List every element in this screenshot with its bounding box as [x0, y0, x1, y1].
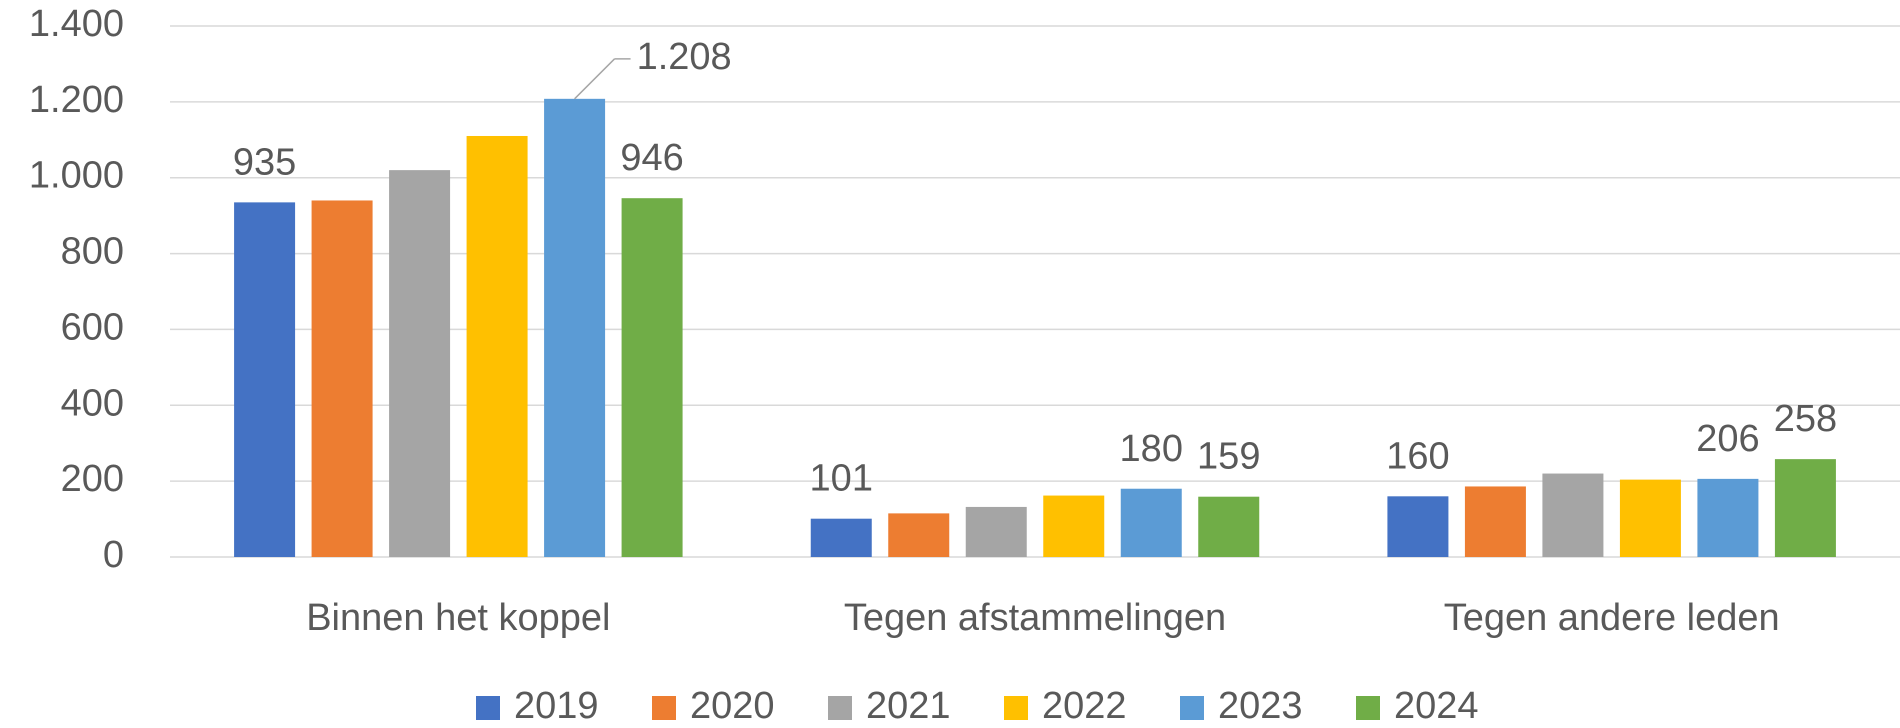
y-tick-label: 600: [61, 306, 124, 348]
x-tick-label: Tegen andere leden: [1444, 597, 1780, 639]
bar: [234, 202, 296, 557]
legend-label: 2022: [1042, 685, 1127, 727]
y-tick-label: 800: [61, 231, 124, 273]
data-label: 935: [233, 141, 296, 183]
bar: [1120, 488, 1182, 557]
data-label: 1.208: [637, 36, 732, 78]
legend-label: 2021: [866, 685, 951, 727]
data-label: 159: [1197, 436, 1260, 478]
legend-swatch: [652, 696, 676, 720]
y-tick-label: 1.400: [29, 3, 124, 45]
legend-swatch: [1356, 696, 1380, 720]
bar: [311, 200, 373, 557]
bar: [810, 518, 872, 557]
y-tick-label: 200: [61, 458, 124, 500]
y-tick-label: 1.000: [29, 155, 124, 197]
x-tick-label: Tegen afstammelingen: [844, 597, 1226, 639]
data-label: 206: [1696, 418, 1759, 460]
legend-swatch: [1180, 696, 1204, 720]
y-tick-label: 1.200: [29, 79, 124, 121]
bar: [1387, 496, 1449, 557]
data-label: 160: [1386, 435, 1449, 477]
legend-label: 2024: [1394, 685, 1479, 727]
leader-line: [574, 58, 616, 100]
x-tick-label: Binnen het koppel: [306, 597, 610, 639]
data-label: 180: [1120, 428, 1183, 470]
data-label: 258: [1774, 398, 1837, 440]
bar: [466, 135, 528, 557]
legend-swatch: [828, 696, 852, 720]
bar: [1774, 459, 1836, 557]
bar: [1542, 473, 1604, 557]
legend-label: 2020: [690, 685, 775, 727]
bar: [544, 98, 606, 557]
y-tick-label: 0: [103, 534, 124, 576]
bar: [621, 198, 683, 557]
legend-label: 2023: [1218, 685, 1303, 727]
legend-swatch: [1004, 696, 1028, 720]
bar: [389, 170, 451, 557]
legend-swatch: [476, 696, 500, 720]
bar: [1619, 479, 1681, 557]
data-label: 946: [620, 137, 683, 179]
y-tick-label: 400: [61, 382, 124, 424]
bar: [1043, 495, 1105, 557]
legend-label: 2019: [514, 685, 599, 727]
bar: [1198, 496, 1260, 557]
bar: [1697, 478, 1759, 557]
data-label: 101: [810, 458, 873, 500]
bar: [888, 513, 950, 557]
bar: [1464, 486, 1526, 557]
bar: [965, 506, 1027, 557]
